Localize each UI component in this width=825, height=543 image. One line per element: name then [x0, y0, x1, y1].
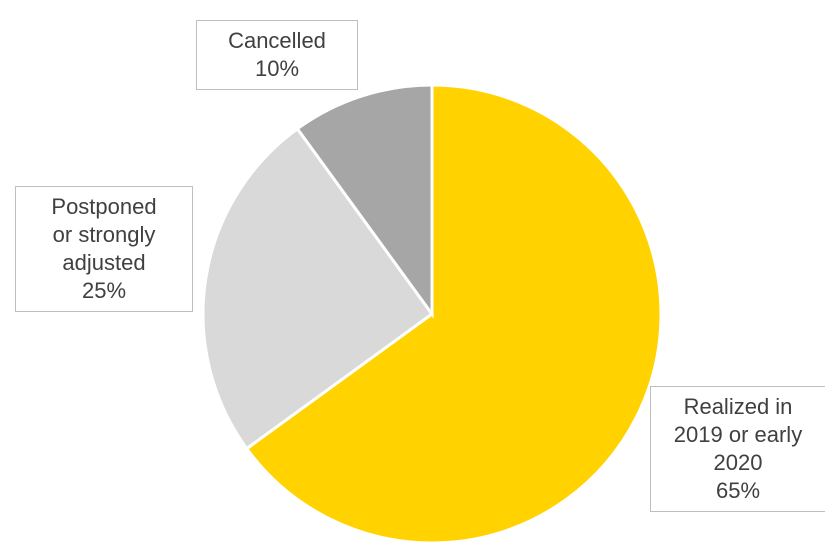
value-label: 10% — [254, 56, 300, 81]
value-label: 65% — [715, 478, 761, 503]
category-label: Cancelled — [228, 28, 326, 53]
pie-slice — [295, 83, 434, 319]
value-label: 25% — [81, 278, 127, 303]
data-label: Postponed or strongly adjusted 25% — [15, 186, 193, 312]
category-label: Postponed or strongly adjusted — [51, 194, 157, 275]
category-label: Realized in 2019 or early 2020 — [673, 394, 803, 475]
pie-slice — [244, 83, 663, 543]
data-label: Realized in 2019 or early 2020 65% — [650, 386, 825, 512]
data-label: Cancelled 10% — [196, 20, 358, 90]
pie-slice — [201, 126, 435, 451]
